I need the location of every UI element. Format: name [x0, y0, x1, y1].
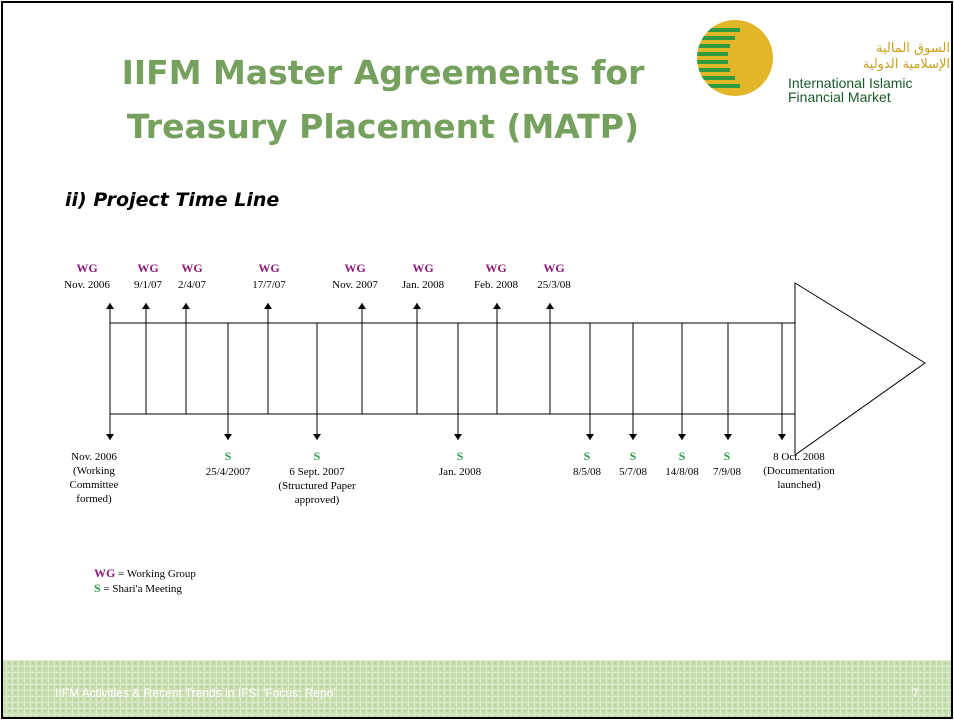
- event-label: S: [584, 449, 591, 463]
- title: Treasury Placement (MATP): [127, 107, 639, 146]
- arrow-head: [778, 434, 786, 440]
- event-label: WG: [181, 261, 202, 275]
- event-date: 8/5/08: [573, 466, 602, 478]
- event-date: 2/4/07: [178, 279, 207, 291]
- event-label: S: [457, 449, 464, 463]
- footer-band: [3, 660, 951, 717]
- event-label: S: [679, 449, 686, 463]
- legend-item: S = Shari'a Meeting: [94, 581, 182, 595]
- subtitle: ii) Project Time Line: [65, 189, 279, 211]
- logo-english: International Islamic: [788, 75, 913, 91]
- logo: [697, 20, 773, 96]
- arrow-head: [182, 303, 190, 309]
- event-date: (Structured Paper: [278, 480, 356, 492]
- event-date: 5/7/08: [619, 466, 648, 478]
- event-date: launched): [777, 479, 821, 491]
- event-date: 6 Sept. 2007: [289, 466, 345, 478]
- event-label: S: [225, 449, 232, 463]
- arrow-head: [224, 434, 232, 440]
- arrow-head: [142, 303, 150, 309]
- arrow-head: [264, 303, 272, 309]
- title: IIFM Master Agreements for: [122, 53, 645, 92]
- event-label: WG: [76, 261, 97, 275]
- arrow-head: [586, 434, 594, 440]
- event-date: 7/9/08: [713, 466, 742, 478]
- arrow-head: [106, 303, 114, 309]
- event-date: Committee: [70, 479, 119, 491]
- event-date: 9/1/07: [134, 279, 163, 291]
- event-label: WG: [258, 261, 279, 275]
- event-label: WG: [344, 261, 365, 275]
- event-label: WG: [543, 261, 564, 275]
- event-date: Feb. 2008: [474, 279, 519, 291]
- arrow-head: [413, 303, 421, 309]
- event-label: WG: [137, 261, 158, 275]
- event-date: formed): [76, 493, 112, 505]
- event-label: WG: [412, 261, 433, 275]
- arrow-head: [493, 303, 501, 309]
- event-date: Jan. 2008: [439, 466, 482, 478]
- arrow-head: [106, 434, 114, 440]
- event-label: WG: [485, 261, 506, 275]
- arrow-head: [358, 303, 366, 309]
- event-label: S: [314, 449, 321, 463]
- legend-item: WG = Working Group: [94, 566, 196, 580]
- logo-arabic: السوق المالية: [876, 41, 950, 56]
- arrow-head: [546, 303, 554, 309]
- arrow-head: [629, 434, 637, 440]
- arrow-head: [454, 434, 462, 440]
- event-date: approved): [295, 494, 340, 506]
- logo-arabic: الإسلامية الدولية: [863, 57, 950, 72]
- event-date: Nov. 2006: [71, 451, 117, 463]
- arrow-head: [313, 434, 321, 440]
- event-label: S: [724, 449, 731, 463]
- event-date: 8 Oct. 2008: [773, 451, 825, 463]
- logo-english: Financial Market: [788, 89, 891, 105]
- page-number: 7: [912, 686, 919, 700]
- event-date: 25/3/08: [537, 279, 571, 291]
- event-date: (Documentation: [763, 465, 835, 477]
- arrow-head: [724, 434, 732, 440]
- event-label: S: [630, 449, 637, 463]
- timeline-arrowhead: [794, 282, 926, 456]
- event-date: Nov. 2007: [332, 279, 378, 291]
- event-date: 25/4/2007: [206, 466, 251, 478]
- event-date: Jan. 2008: [402, 279, 445, 291]
- event-date: 17/7/07: [252, 279, 286, 291]
- event-date: (Working: [73, 465, 115, 477]
- event-date: Nov. 2006: [64, 279, 110, 291]
- event-date: 14/8/08: [665, 466, 699, 478]
- footer-text: IIFM Activities & Recent Trends in IFSI …: [55, 686, 336, 700]
- arrow-head: [678, 434, 686, 440]
